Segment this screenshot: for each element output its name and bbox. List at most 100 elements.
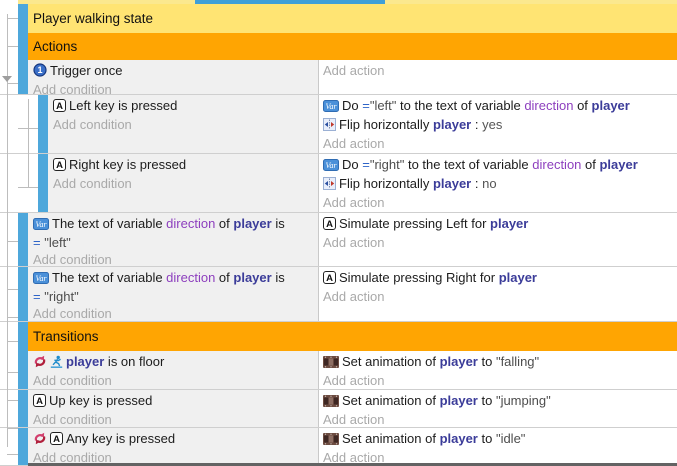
add-condition-link[interactable]: Add condition <box>33 82 112 94</box>
section-header-row[interactable]: Transitions <box>0 322 677 351</box>
add-action-link[interactable]: Add action <box>323 412 385 427</box>
condition[interactable]: = "left" <box>33 234 314 251</box>
selection-strip[interactable] <box>18 213 28 266</box>
add-action-link[interactable]: Add action <box>323 195 385 210</box>
add-action-link[interactable]: Add action <box>323 63 385 78</box>
conditions-cell[interactable]: 1 Trigger once Add condition <box>28 60 318 94</box>
selection-strip[interactable] <box>18 390 28 427</box>
selection-strip[interactable] <box>38 154 48 212</box>
action[interactable]: Var Do ="left" to the text of variable di… <box>323 97 673 116</box>
action[interactable]: Flip horizontally player : no <box>323 175 673 194</box>
condition[interactable]: 1 Trigger once <box>33 62 314 81</box>
invert-condition-icon <box>33 355 47 372</box>
selection-strip[interactable] <box>18 267 28 321</box>
condition[interactable]: A Any key is pressed <box>33 430 314 449</box>
add-action-link[interactable]: Add action <box>323 373 385 388</box>
condition[interactable]: player is on floor <box>33 353 314 372</box>
add-action-link[interactable]: Add action <box>323 136 385 151</box>
condition[interactable]: = "right" <box>33 288 314 305</box>
header-cell[interactable]: Actions <box>28 33 677 60</box>
actions-cell[interactable]: Set animation of player to "jumping" Add … <box>318 390 677 427</box>
action[interactable]: Var Do ="right" to the text of variable d… <box>323 156 673 175</box>
actions-cell[interactable]: Var Do ="right" to the text of variable d… <box>318 154 677 212</box>
tree-line <box>7 14 8 447</box>
add-condition-link[interactable]: Add condition <box>33 412 112 427</box>
variable-icon: Var <box>33 271 49 288</box>
text-segment: = <box>362 98 370 113</box>
text-segment: Right key is pressed <box>69 157 187 172</box>
variable-icon: Var <box>323 158 339 175</box>
tree-gutter <box>0 322 18 351</box>
text-segment: to the text of variable <box>396 98 525 113</box>
conditions-cell[interactable]: A Right key is pressed Add condition <box>48 154 318 212</box>
text-segment: to <box>477 354 496 369</box>
conditions-cell[interactable]: Var The text of variable direction of pla… <box>28 267 318 321</box>
event-row[interactable]: A Right key is pressed Add condition Var Do … <box>0 154 677 213</box>
condition[interactable]: A Right key is pressed <box>53 156 314 175</box>
actions-cell[interactable]: A Simulate pressing Right for player Add a… <box>318 267 677 321</box>
actions-cell[interactable]: Var Do ="left" to the text of variable di… <box>318 95 677 153</box>
header-cell[interactable]: Player walking state <box>28 4 677 33</box>
conditions-cell[interactable]: A Any key is pressed Add condition <box>28 428 318 465</box>
text-segment: = <box>33 289 45 304</box>
condition[interactable]: Var The text of variable direction of pla… <box>33 269 314 288</box>
action[interactable]: Set animation of player to "jumping" <box>323 392 673 411</box>
text-segment: of <box>215 216 234 231</box>
text-segment: player <box>432 117 472 132</box>
text-segment: "idle" <box>495 431 526 446</box>
event-row[interactable]: Var The text of variable direction of pla… <box>0 267 677 322</box>
section-header-row[interactable]: Actions <box>0 33 677 60</box>
keyboard-icon: A <box>53 158 66 175</box>
actions-cell[interactable]: Add action <box>318 60 677 94</box>
event-row[interactable]: 1 Trigger once Add condition Add action <box>0 60 677 95</box>
header-cell[interactable]: Transitions <box>28 322 677 351</box>
add-action-link[interactable]: Add action <box>323 235 385 250</box>
conditions-cell[interactable]: Var The text of variable direction of pla… <box>28 213 318 266</box>
add-action-link[interactable]: Add action <box>323 289 385 304</box>
action[interactable]: A Simulate pressing Left for player <box>323 215 673 234</box>
selection-strip[interactable] <box>18 60 28 94</box>
actions-cell[interactable]: A Simulate pressing Left for player Add ac… <box>318 213 677 266</box>
action[interactable]: Set animation of player to "falling" <box>323 353 673 372</box>
event-row[interactable]: A Up key is pressed Add condition Set anima… <box>0 390 677 428</box>
conditions-cell[interactable]: A Up key is pressed Add condition <box>28 390 318 427</box>
selection-strip[interactable] <box>18 322 28 351</box>
variable-icon: Var <box>33 217 49 234</box>
selection-strip[interactable] <box>18 4 28 33</box>
condition[interactable]: Var The text of variable direction of pla… <box>33 215 314 234</box>
selection-strip[interactable] <box>38 95 48 153</box>
text-segment: Simulate pressing Right for <box>339 270 499 285</box>
event-row[interactable]: Var The text of variable direction of pla… <box>0 213 677 267</box>
add-condition-link[interactable]: Add condition <box>53 176 132 191</box>
event-row[interactable]: player is on floor Add condition Set anima… <box>0 351 677 390</box>
action[interactable]: A Simulate pressing Right for player <box>323 269 673 288</box>
actions-cell[interactable]: Set animation of player to "falling" Add … <box>318 351 677 389</box>
text-segment: Simulate pressing Left for <box>339 216 491 231</box>
selection-strip[interactable] <box>18 351 28 389</box>
selection-strip[interactable] <box>18 33 28 60</box>
add-condition-link[interactable]: Add condition <box>53 117 132 132</box>
flip-horizontal-icon <box>323 118 336 135</box>
add-condition-link[interactable]: Add condition <box>33 450 112 465</box>
event-row[interactable]: A Left key is pressed Add condition Var Do =… <box>0 95 677 154</box>
selection-strip[interactable] <box>18 428 28 465</box>
action[interactable]: Set animation of player to "idle" <box>323 430 673 449</box>
condition[interactable]: A Up key is pressed <box>33 392 314 411</box>
tree-line <box>7 46 18 47</box>
text-segment: player <box>439 393 478 408</box>
add-condition-link[interactable]: Add condition <box>33 252 112 266</box>
collapse-arrow-icon[interactable] <box>2 76 12 82</box>
conditions-cell[interactable]: player is on floor Add condition <box>28 351 318 389</box>
group-header-row[interactable]: Player walking state <box>0 4 677 33</box>
text-segment: Up key is pressed <box>49 393 153 408</box>
conditions-cell[interactable]: A Left key is pressed Add condition <box>48 95 318 153</box>
event-row[interactable]: A Any key is pressed Add condition Set anim… <box>0 428 677 466</box>
add-condition-link[interactable]: Add condition <box>33 373 112 388</box>
add-condition-link[interactable]: Add condition <box>33 306 112 321</box>
add-action-link[interactable]: Add action <box>323 450 385 465</box>
action[interactable]: Flip horizontally player : yes <box>323 116 673 135</box>
text-segment: "jumping" <box>495 393 551 408</box>
condition[interactable]: A Left key is pressed <box>53 97 314 116</box>
actions-cell[interactable]: Set animation of player to "idle" Add act… <box>318 428 677 465</box>
keyboard-icon: A <box>53 99 66 116</box>
